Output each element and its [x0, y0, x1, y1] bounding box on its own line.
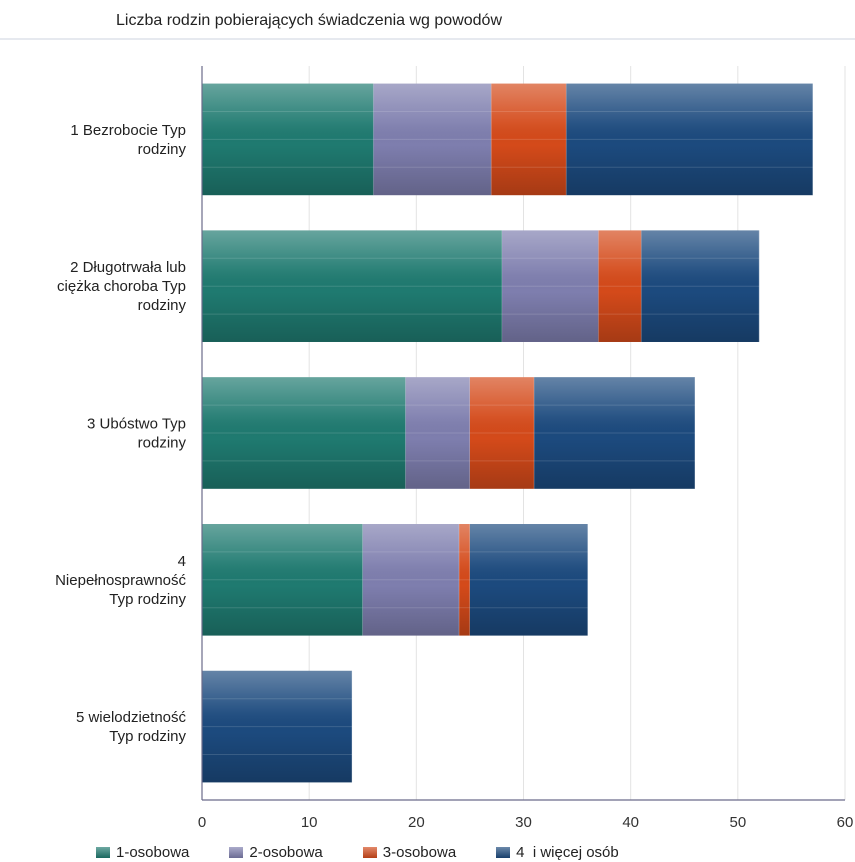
bar-sheen: [362, 524, 460, 636]
bar-sheen: [566, 83, 813, 196]
legend-swatch: [229, 846, 244, 858]
bar-sheen: [202, 83, 374, 196]
x-tick-label: 30: [515, 814, 532, 831]
x-tick-label: 20: [408, 814, 425, 831]
bar-sheen: [202, 230, 503, 342]
bar-segment: [405, 377, 471, 489]
legend-label: 2-osobowa: [249, 843, 323, 861]
bars: [202, 83, 814, 783]
category-label: Niepełnosprawność: [55, 572, 186, 589]
category-label: 1 Bezrobocie Typ: [70, 122, 186, 139]
bar-sheen: [469, 377, 535, 489]
legend-label: 4 i więcej osób: [516, 843, 619, 861]
bar-sheen: [502, 230, 599, 342]
category-label: Typ rodziny: [109, 728, 186, 745]
bar-sheen: [641, 230, 760, 342]
x-tick-label: 60: [837, 814, 854, 831]
bar-segment: [598, 230, 642, 342]
bar-segment: [202, 377, 407, 489]
category-label: rodziny: [138, 141, 187, 158]
bar-segment: [491, 83, 567, 196]
bar-segment: [469, 524, 589, 636]
bar-sheen: [469, 524, 588, 636]
category-label: ciężka choroba Typ: [57, 278, 186, 295]
bar-segment: [534, 377, 696, 489]
bar-segment: [202, 670, 353, 783]
chart-legend: 1-osobowa 2-osobowa 3-osobowa 4 i więcej os…: [96, 842, 659, 862]
x-tick-label: 50: [729, 814, 746, 831]
bar-segment: [202, 524, 364, 636]
category-label: 2 Długotrwała lub: [70, 259, 186, 276]
legend-item: 2-osobowa: [229, 843, 323, 861]
category-label: 3 Ubóstwo Typ: [87, 416, 186, 433]
axes: 0 10 20 30 40 50 60: [198, 66, 854, 831]
x-tick-label: 0: [198, 814, 206, 831]
bar-sheen: [491, 83, 567, 196]
legend-swatch: [362, 846, 377, 858]
category-label: 4: [178, 553, 186, 570]
category-label: rodziny: [138, 297, 187, 314]
bar-sheen: [534, 377, 695, 489]
bar-segment: [202, 230, 503, 342]
category-label: 5 wielodzietność: [76, 709, 187, 726]
bar-sheen: [405, 377, 470, 489]
bar-chart: 0 10 20 30 40 50 60 1 Bezrobocie Typ rodziny 2 D…: [55, 66, 854, 831]
category-labels: 1 Bezrobocie Typ rodziny 2 Długotrwała lub…: [55, 122, 186, 745]
bar-sheen: [202, 377, 406, 489]
bar-segment: [362, 524, 460, 636]
legend-item: 4 i więcej osób: [496, 844, 619, 861]
bar-sheen: [459, 524, 470, 636]
x-tick-label: 40: [622, 814, 639, 831]
category-label: Typ rodziny: [109, 591, 186, 608]
legend-label: 1-osobowa: [116, 843, 190, 861]
bar-sheen: [202, 670, 353, 783]
bar-segment: [502, 230, 600, 342]
bar-sheen: [598, 230, 642, 342]
legend-label: 3-osobowa: [382, 843, 457, 861]
bar-sheen: [373, 83, 492, 196]
bar-segment: [469, 377, 535, 489]
bar-sheen: [202, 524, 363, 636]
legend-swatch: [496, 846, 511, 858]
legend-item: 1-osobowa: [96, 844, 189, 861]
bar-segment: [202, 83, 374, 196]
legend-swatch: [96, 846, 110, 858]
x-tick-label: 10: [301, 814, 318, 831]
bar-segment: [373, 83, 492, 196]
bar-segment: [459, 524, 471, 636]
legend-item: 3-osobowa: [362, 843, 457, 861]
bar-segment: [641, 230, 760, 342]
chart-title: Liczba rodzin pobierających świadczenia …: [116, 12, 502, 29]
bar-segment: [566, 83, 814, 196]
category-label: rodziny: [138, 435, 187, 452]
title-divider: [0, 38, 855, 40]
